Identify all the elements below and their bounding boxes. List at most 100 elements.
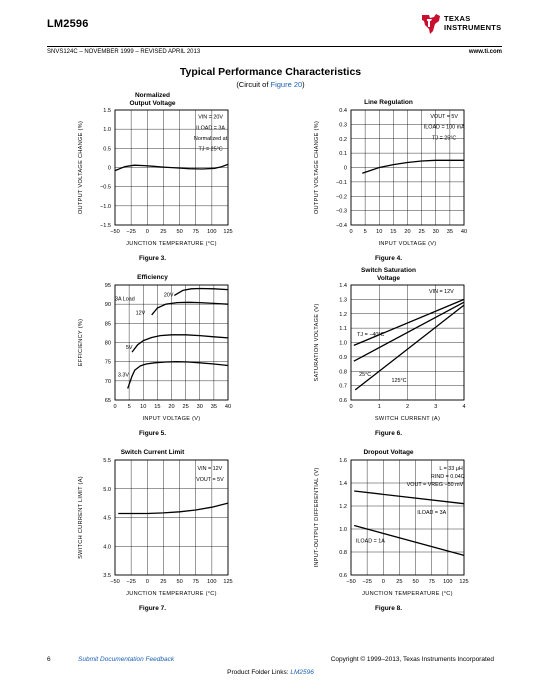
annotation: L = 33 μH (439, 466, 463, 472)
figure-caption: Figure 5. (138, 430, 167, 437)
x-tick-label: 0 (146, 579, 149, 585)
y-tick-label: −0.4 (336, 223, 347, 229)
x-tick-label: 35 (447, 229, 453, 235)
y-tick-label: 95 (105, 283, 111, 289)
series-line-20v (173, 287, 229, 296)
annotation: 5V (126, 345, 133, 351)
y-tick-label: 80 (105, 341, 111, 347)
annotation: Normalized at (194, 136, 228, 142)
x-tick-label: 50 (176, 579, 182, 585)
x-tick-label: 0 (113, 404, 116, 410)
chart-svg: −50 −25 0 25 50 75 100 125 0.6 0.8 1.0 1.2 1.4 1.6 JUN… (314, 458, 469, 597)
y-tick-label: 1.1 (339, 326, 347, 332)
section-title: Typical Performance Characteristics (179, 66, 362, 78)
figure-dropout-voltage: Dropout Voltage −50 −25 0 25 50 75 100 125 0.6 0.8… (276, 442, 501, 612)
x-axis-label: SWITCH CURRENT (A) (375, 416, 440, 422)
x-tick-label: 40 (225, 404, 231, 410)
annotation: ILOAD = 3A (417, 510, 446, 516)
x-tick-label: 75 (429, 579, 435, 585)
chart-title: Efficiency (137, 274, 168, 281)
submit-feedback-link[interactable]: Submit Documentation Feedback (78, 656, 175, 663)
x-tick-label: 30 (197, 404, 203, 410)
y-tick-label: −0.1 (336, 180, 347, 186)
x-axis-label: JUNCTION TEMPERATURE (°C) (126, 591, 217, 597)
plot-frame (350, 284, 465, 401)
figure-20-link[interactable]: Figure 20 (270, 80, 303, 89)
annotation: TJ = 25°C (198, 147, 222, 153)
annotation: ILOAD = 100 mA (424, 125, 465, 131)
x-tick-label: 0 (349, 229, 352, 235)
y-tick-label: 1.0 (339, 341, 347, 347)
figure-switch-saturation-voltage: Switch Saturation Voltage 0 1 2 3 4 0.6 0.7 0.8 0… (276, 267, 501, 437)
x-axis-label: INPUT VOLTAGE (V) (379, 241, 437, 247)
x-tick-label: 100 (207, 229, 216, 235)
x-tick-label: 125 (223, 579, 232, 585)
y-axis-label: OUTPUT VOLTAGE CHANGE (%) (78, 121, 84, 214)
y-tick-label: 70 (105, 379, 111, 385)
y-tick-label: 0.2 (339, 137, 347, 143)
y-tick-label: 1.0 (103, 127, 111, 133)
series-line (114, 163, 229, 172)
y-tick-label: 5.5 (103, 458, 111, 464)
series-line-25-c (353, 301, 465, 362)
y-tick-label: 0.9 (339, 355, 347, 361)
figure-caption: Figure 3. (138, 255, 167, 262)
x-tick-label: 35 (211, 404, 217, 410)
y-tick-label: −1.0 (100, 204, 111, 210)
series-line-3-3v (127, 361, 229, 389)
y-tick-label: 0 (108, 166, 111, 172)
annotation: TJ = 25°C (432, 135, 456, 141)
x-tick-label: 50 (412, 579, 418, 585)
y-tick-label: −0.5 (100, 185, 111, 191)
y-tick-label: 1.2 (339, 504, 347, 510)
annotation: ILOAD = 3A (196, 125, 225, 131)
chart-title: Switch Saturation Voltage (361, 267, 416, 282)
annotation: VOUT = 5V (430, 114, 458, 120)
x-tick-label: 75 (193, 229, 199, 235)
x-tick-label: 20 (404, 229, 410, 235)
annotation: VOUT = 5V (196, 477, 224, 483)
figure-caption: Figure 7. (138, 605, 167, 612)
y-tick-label: 0.7 (339, 384, 347, 390)
series-line-12v (151, 301, 229, 316)
site-url[interactable]: www.ti.com (468, 49, 502, 55)
y-tick-label: 0.8 (339, 550, 347, 556)
y-tick-label: 1.3 (339, 297, 347, 303)
y-tick-label: 0.6 (339, 398, 347, 404)
annotation: TJ = −40°C (357, 332, 384, 338)
series-line-5v (131, 334, 229, 353)
y-tick-label: 1.0 (339, 527, 347, 533)
x-tick-label: 50 (176, 229, 182, 235)
y-axis-label: INPUT-OUTPUT DIFFERENTIAL (V) (314, 467, 320, 567)
series-line (118, 502, 229, 515)
x-tick-label: 10 (140, 404, 146, 410)
header-rule (47, 46, 502, 47)
x-tick-label: 3 (434, 404, 437, 410)
chart-title: Line Regulation (364, 99, 413, 106)
y-tick-label: 1.6 (339, 458, 347, 464)
annotation: VIN = 20V (198, 115, 223, 121)
x-tick-label: −50 (110, 229, 120, 235)
grid (350, 284, 465, 401)
x-tick-label: 25 (160, 579, 166, 585)
x-tick-label: 15 (390, 229, 396, 235)
x-axis-label: INPUT VOLTAGE (V) (143, 416, 201, 422)
part-link[interactable]: LM2596 (290, 669, 314, 676)
product-folder-links: Product Folder Links: LM2596 (0, 669, 541, 676)
y-tick-label: 4.0 (103, 544, 111, 550)
y-tick-label: 1.4 (339, 283, 347, 289)
y-tick-label: 0.4 (339, 108, 347, 114)
x-tick-label: 5 (364, 229, 367, 235)
y-tick-label: 1.2 (339, 312, 347, 318)
y-tick-label: −0.2 (336, 194, 347, 200)
chart-svg: −50 −25 0 25 50 75 100 125 −1.5 −1.0 −0.5 0 0.5 1.0 1.… (78, 108, 233, 247)
x-tick-label: −50 (110, 579, 120, 585)
x-axis-label: JUNCTION TEMPERATURE (°C) (126, 241, 217, 247)
x-tick-label: 125 (223, 229, 232, 235)
y-tick-label: 1.5 (103, 108, 111, 114)
plot-frame (114, 284, 229, 401)
x-tick-label: −50 (346, 579, 356, 585)
x-tick-label: 10 (376, 229, 382, 235)
annotation: ILOAD = 1A (356, 539, 385, 545)
x-axis-label: JUNCTION TEMPERATURE (°C) (362, 591, 453, 597)
